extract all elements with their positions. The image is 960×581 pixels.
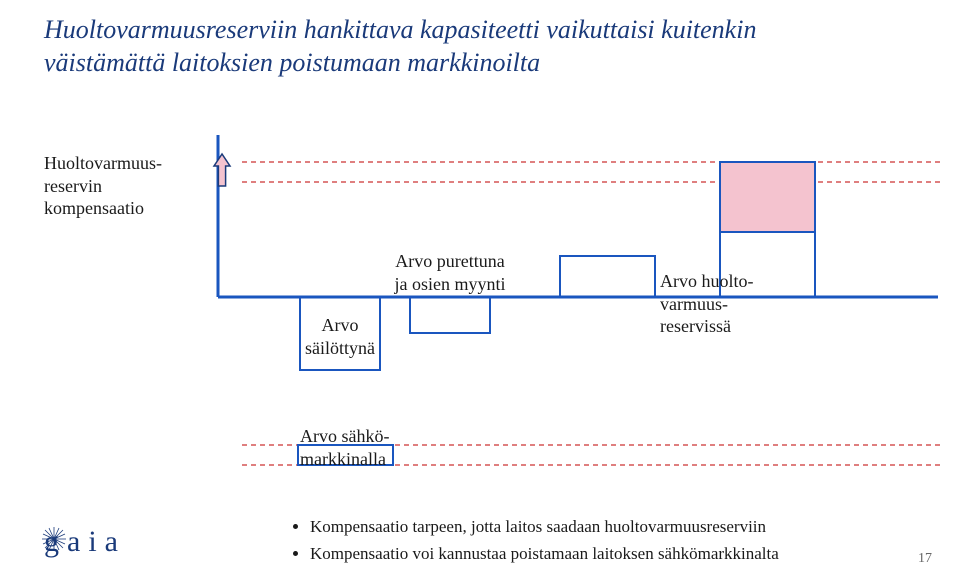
logo-gaia: gaia (44, 525, 126, 559)
logo-spark-icon (40, 525, 68, 553)
bullet-list: Kompensaatio tarpeen, jotta laitos saada… (270, 515, 779, 568)
label-kompensaatio: Huoltovarmuus-reservinkompensaatio (44, 152, 162, 220)
bar-label-huoltoreservi_alaosa: Arvo huolto-varmuus-reservissä (660, 270, 754, 338)
bar-label-purettuna: Arvo purettunaja osien myynti (380, 250, 520, 295)
bar-label-sailottyna: Arvosäilöttynä (280, 314, 400, 359)
page-number: 17 (918, 551, 932, 567)
bullet-item: Kompensaatio tarpeen, jotta laitos saada… (310, 515, 779, 540)
bar-label-sahkomarkkinalla: Arvo sähkö-markkinalla (300, 425, 389, 470)
bullet-item: Kompensaatio voi kannustaa poistamaan la… (310, 542, 779, 567)
